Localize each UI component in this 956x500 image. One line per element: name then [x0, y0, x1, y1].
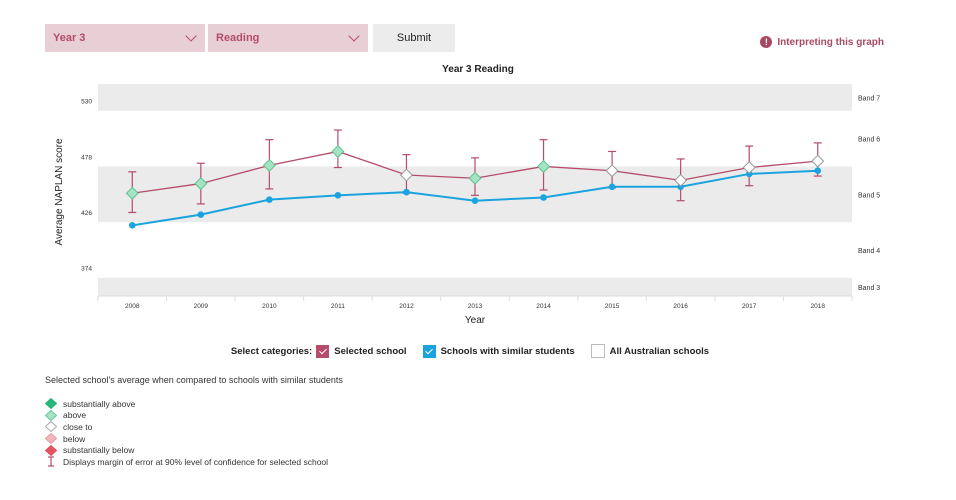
- band-label: Band 6: [858, 137, 880, 144]
- diamond-icon: [45, 409, 57, 421]
- comparison-legend: substantially above above close to below…: [45, 398, 328, 468]
- y-tick-label: 478: [81, 154, 92, 161]
- interpreting-graph-label: Interpreting this graph: [777, 36, 884, 48]
- legend-item: below: [45, 433, 328, 445]
- legend-label: substantially below: [63, 445, 135, 456]
- year-select-value: Year 3: [53, 32, 86, 44]
- band-label: Band 5: [858, 192, 880, 199]
- diamond-icon: [45, 398, 57, 410]
- categories-title: Select categories:: [230, 345, 313, 357]
- x-tick-label: 2009: [194, 303, 209, 310]
- data-point-selected-school: [262, 158, 276, 172]
- subject-select-value: Reading: [216, 32, 260, 44]
- data-point-selected-school: [125, 186, 139, 200]
- data-point-selected-school: [194, 177, 208, 191]
- checkbox-all-australian-schools[interactable]: [590, 344, 605, 358]
- band-label: Band 7: [858, 95, 880, 102]
- legend-item: above: [45, 409, 328, 422]
- diamond-icon: [45, 421, 57, 433]
- data-point-selected-school: [468, 171, 482, 185]
- legend-label: close to: [63, 421, 93, 432]
- data-point-similar-students: [128, 222, 136, 229]
- data-point-selected-school: [331, 144, 345, 158]
- legend-item: substantially below: [45, 444, 328, 456]
- data-point-similar-students: [266, 196, 273, 203]
- legend-item: Displays margin of error at 90% level of…: [45, 456, 328, 468]
- data-point-similar-students: [197, 211, 205, 218]
- checkbox-similar-students[interactable]: [422, 344, 436, 358]
- legend-item: substantially above: [45, 398, 328, 410]
- x-tick-label: 2008: [125, 303, 140, 310]
- y-tick-label: 530: [81, 99, 92, 106]
- data-point-similar-students: [608, 183, 616, 191]
- error-bar-icon: [48, 456, 54, 467]
- category-label: All Australian schools: [609, 345, 710, 357]
- legend-label: above: [63, 410, 87, 421]
- data-point-selected-school: [399, 168, 413, 182]
- comparison-description: Selected school's average when compared …: [45, 375, 343, 385]
- x-tick-label: 2016: [673, 303, 688, 310]
- x-tick-label: 2012: [399, 303, 414, 310]
- category-similar-students[interactable]: Schools with similar students: [422, 344, 575, 358]
- x-tick-label: 2013: [468, 303, 483, 310]
- year-select[interactable]: Year 3: [45, 24, 205, 52]
- submit-button[interactable]: Submit: [373, 24, 455, 52]
- diamond-icon: [45, 444, 57, 456]
- data-point-similar-students: [334, 192, 342, 199]
- category-selector: Select categories: Selected school Schoo…: [0, 344, 956, 358]
- band-shade: [98, 277, 852, 296]
- chart-title: Year 3 Reading: [442, 64, 514, 75]
- naplan-line-chart: Band 7 Band 6 Band 5 Band 4 Band 3 2008 2009 20…: [54, 64, 880, 326]
- category-label: Schools with similar students: [440, 345, 575, 357]
- filter-controls: Year 3 Reading Submit: [45, 24, 455, 52]
- data-point-selected-school: [537, 159, 551, 173]
- category-selected-school[interactable]: Selected school: [316, 344, 407, 358]
- category-label: Selected school: [334, 345, 407, 357]
- legend-label: substantially above: [63, 398, 136, 409]
- category-all-australian-schools[interactable]: All Australian schools: [590, 344, 710, 358]
- x-axis-title: Year: [465, 315, 486, 326]
- x-tick-label: 2015: [605, 303, 620, 310]
- x-tick-label: 2011: [331, 303, 345, 310]
- checkbox-selected-school[interactable]: [316, 344, 330, 358]
- data-point-similar-students: [540, 194, 547, 201]
- data-point-similar-students: [403, 188, 410, 196]
- x-tick-label: 2010: [262, 303, 277, 310]
- data-point-similar-students: [471, 197, 479, 205]
- checkmark-icon: [318, 346, 327, 354]
- x-tick-label: 2014: [536, 303, 551, 310]
- band-shade: [98, 84, 852, 111]
- data-point-selected-school: [742, 161, 756, 175]
- checkmark-icon: [425, 346, 433, 354]
- y-tick-label: 374: [81, 266, 92, 273]
- legend-label: below: [63, 433, 86, 444]
- y-tick-label: 426: [81, 210, 92, 217]
- x-tick-label: 2017: [742, 303, 757, 310]
- x-tick-label: 2018: [810, 303, 825, 310]
- interpreting-graph-link[interactable]: ! Interpreting this graph: [760, 36, 884, 48]
- legend-label: Displays margin of error at 90% level of…: [63, 456, 329, 467]
- data-point-selected-school: [674, 173, 688, 187]
- band-label: Band 3: [858, 285, 880, 292]
- data-point-similar-students: [814, 167, 822, 175]
- info-icon: !: [760, 36, 773, 48]
- y-axis-title: Average NAPLAN score: [54, 138, 65, 246]
- data-point-selected-school: [605, 164, 619, 178]
- subject-select[interactable]: Reading: [208, 24, 368, 52]
- data-point-selected-school: [811, 154, 825, 168]
- legend-item: close to: [45, 421, 328, 433]
- diamond-icon: [45, 433, 57, 445]
- band-label: Band 4: [858, 248, 880, 255]
